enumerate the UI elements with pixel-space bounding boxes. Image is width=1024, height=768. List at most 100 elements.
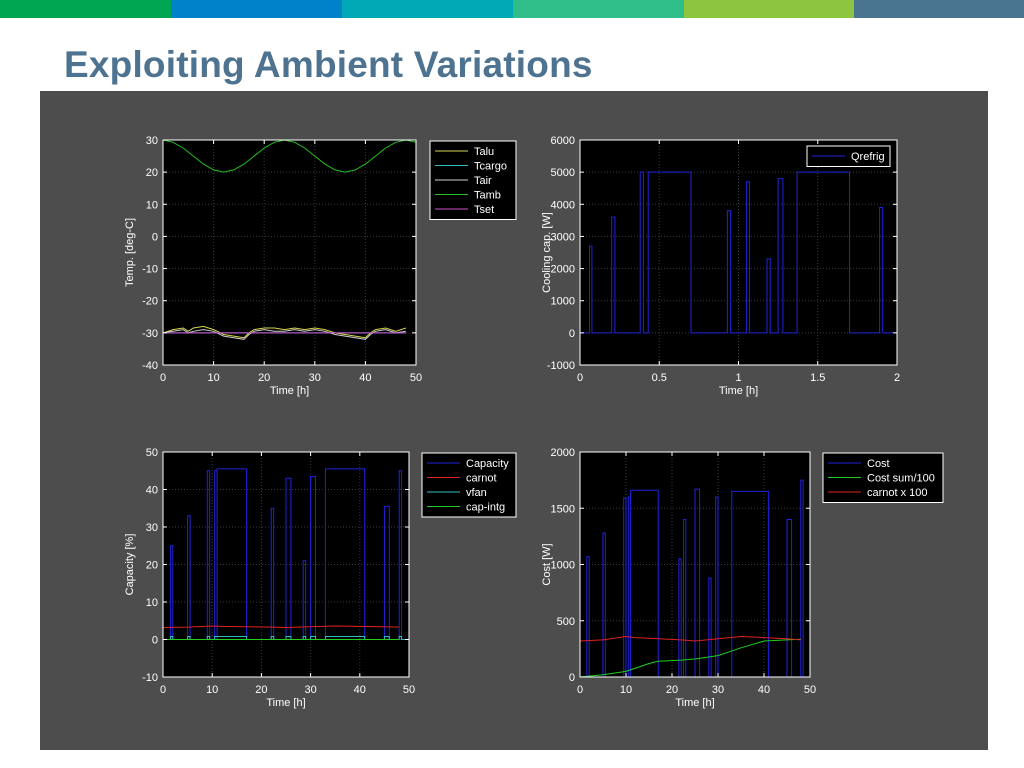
- x-tick-label: 30: [304, 684, 316, 696]
- x-tick-label: 50: [410, 372, 422, 384]
- plot-area: [163, 140, 416, 365]
- y-tick-label: 40: [146, 485, 158, 497]
- y-tick-label: 1000: [551, 296, 575, 308]
- legend: Cost Cost sum/100 carnot x 100: [822, 452, 944, 503]
- x-tick-label: 10: [207, 372, 219, 384]
- x-tick-label: 50: [403, 684, 415, 696]
- y-tick-label: 0: [569, 328, 575, 340]
- legend-label: carnot x 100: [867, 487, 928, 499]
- y-tick-label: 20: [146, 167, 158, 179]
- x-axis-label: Time [h]: [719, 385, 758, 397]
- slide-title: Exploiting Ambient Variations: [64, 44, 593, 85]
- legend-label: Capacity: [466, 458, 509, 470]
- x-tick-label: 2: [894, 372, 900, 384]
- series-line-tair: [163, 329, 406, 340]
- x-tick-label: 30: [712, 684, 724, 696]
- series-group: [580, 479, 810, 677]
- y-axis-label: Capacity [%]: [124, 534, 136, 596]
- y-tick-label: 4000: [551, 199, 575, 211]
- y-tick-label: 2000: [551, 264, 575, 276]
- top-bar-segment: [0, 0, 171, 18]
- series-group: [163, 468, 409, 640]
- legend: Talu Tcargo Tair Tamb Tset: [429, 140, 517, 220]
- legend: Qrefrig: [806, 145, 891, 167]
- y-tick-label: -20: [142, 296, 158, 308]
- plot-area: [580, 140, 897, 365]
- legend-label: vfan: [466, 487, 487, 499]
- y-tick-label: 1500: [551, 503, 575, 515]
- y-tick-label: 3000: [551, 231, 575, 243]
- y-tick-label: 10: [146, 199, 158, 211]
- chart-2: 0 0.5 1 1.5 2-10000100020003000400050006000T…: [541, 135, 900, 397]
- x-tick-label: 50: [804, 684, 816, 696]
- x-tick-label: 20: [258, 372, 270, 384]
- legend-label: Tcargo: [474, 161, 507, 173]
- legend-label: carnot: [466, 473, 497, 485]
- x-tick-label: 10: [620, 684, 632, 696]
- series-line-qrefrig: [580, 171, 897, 334]
- legend-label: Tamb: [474, 190, 501, 202]
- y-tick-label: 30: [146, 135, 158, 147]
- x-tick-label: 0: [577, 684, 583, 696]
- series-line-carnot-x-100: [580, 635, 801, 642]
- series-line-carnot: [163, 625, 400, 629]
- x-tick-label: 0: [577, 372, 583, 384]
- top-bar-segment: [171, 0, 342, 18]
- y-tick-label: 500: [557, 616, 575, 628]
- legend-label: cap-intg: [466, 502, 505, 514]
- x-tick-label: 0: [160, 684, 166, 696]
- top-color-bar: [0, 0, 1024, 18]
- y-tick-label: 10: [146, 597, 158, 609]
- series-group: [580, 171, 897, 334]
- plot-frame: [162, 139, 417, 366]
- legend-label: Cost: [867, 458, 890, 470]
- legend-label: Cost sum/100: [867, 473, 935, 485]
- y-tick-label: 30: [146, 522, 158, 534]
- y-tick-label: -40: [142, 360, 158, 372]
- x-tick-label: 1.5: [810, 372, 825, 384]
- y-axis-label: Temp. [deg-C]: [124, 218, 136, 287]
- legend-label: Tair: [474, 175, 492, 187]
- y-tick-label: 0: [152, 635, 158, 647]
- x-axis-label: Time [h]: [270, 385, 309, 397]
- legend-box: [806, 145, 891, 167]
- top-bar-segment: [854, 0, 1024, 18]
- y-axis-label: Cooling cap. [W]: [541, 212, 553, 293]
- y-tick-label: 6000: [551, 135, 575, 147]
- y-tick-label: -10: [142, 672, 158, 684]
- y-tick-label: 1000: [551, 560, 575, 572]
- series-group: [163, 140, 416, 340]
- x-tick-label: 10: [206, 684, 218, 696]
- series-line-cost-sum-100: [580, 638, 801, 677]
- x-tick-label: 40: [758, 684, 770, 696]
- x-tick-label: 20: [255, 684, 267, 696]
- y-tick-label: -1000: [547, 360, 575, 372]
- top-bar-segment: [342, 0, 513, 18]
- legend-label: Talu: [474, 146, 494, 158]
- y-tick-label: 50: [146, 447, 158, 459]
- x-tick-label: 20: [666, 684, 678, 696]
- x-tick-label: 0: [160, 372, 166, 384]
- legend-label: Tset: [474, 204, 494, 216]
- y-tick-label: 20: [146, 560, 158, 572]
- top-bar-segment: [684, 0, 854, 18]
- y-axis-label: Cost [W]: [541, 543, 553, 585]
- legend: Capacity carnot vfan cap-intg: [421, 452, 517, 518]
- y-tick-label: 0: [569, 672, 575, 684]
- x-tick-label: 0.5: [652, 372, 667, 384]
- y-tick-label: -10: [142, 264, 158, 276]
- series-line-vfan: [163, 636, 409, 640]
- x-tick-label: 40: [354, 684, 366, 696]
- x-tick-label: 40: [359, 372, 371, 384]
- legend-label: Qrefrig: [851, 151, 885, 163]
- x-axis-label: Time [h]: [675, 697, 714, 709]
- series-line-cost: [580, 479, 810, 677]
- x-axis-label: Time [h]: [266, 697, 305, 709]
- x-tick-label: 30: [309, 372, 321, 384]
- y-tick-label: 0: [152, 231, 158, 243]
- top-bar-segment: [513, 0, 684, 18]
